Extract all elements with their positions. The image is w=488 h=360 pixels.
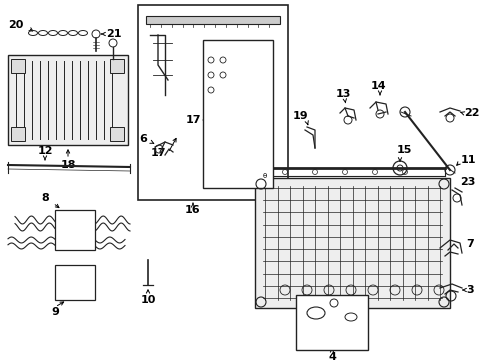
Bar [110,59,124,73]
Text: 4: 4 [327,352,335,360]
Text: 7: 7 [465,239,473,249]
Text: 8: 8 [41,193,49,203]
Text: 16: 16 [185,205,201,215]
Text: 1: 1 [347,319,355,329]
Text: 12: 12 [37,146,53,156]
Text: 5: 5 [300,328,307,338]
Bar [203,40,272,188]
Text: 14: 14 [369,81,385,91]
Text: 15: 15 [395,145,411,155]
Bar [55,210,95,250]
Text: 2: 2 [241,155,248,165]
Text: 19: 19 [293,111,308,121]
Text: 10: 10 [140,295,155,305]
Text: 23: 23 [459,177,475,187]
Bar [295,295,367,350]
Text: θ: θ [263,173,266,179]
Text: 18: 18 [60,160,76,170]
Text: 20: 20 [8,20,23,30]
Bar [138,5,287,200]
Bar [347,333,357,341]
Bar [11,59,25,73]
Text: 21: 21 [106,29,122,39]
Bar [55,265,95,300]
Text: 9: 9 [51,307,59,317]
Bar [110,127,124,141]
Text: 17: 17 [150,148,165,158]
Text: 6: 6 [139,134,146,144]
Text: 13: 13 [335,89,350,99]
Text: 11: 11 [459,155,475,165]
Text: 22: 22 [463,108,479,118]
Text: 3: 3 [465,285,473,295]
Bar [8,55,128,145]
Bar [254,178,449,308]
Bar [146,16,280,24]
Text: 17: 17 [185,115,201,125]
Bar [11,127,25,141]
